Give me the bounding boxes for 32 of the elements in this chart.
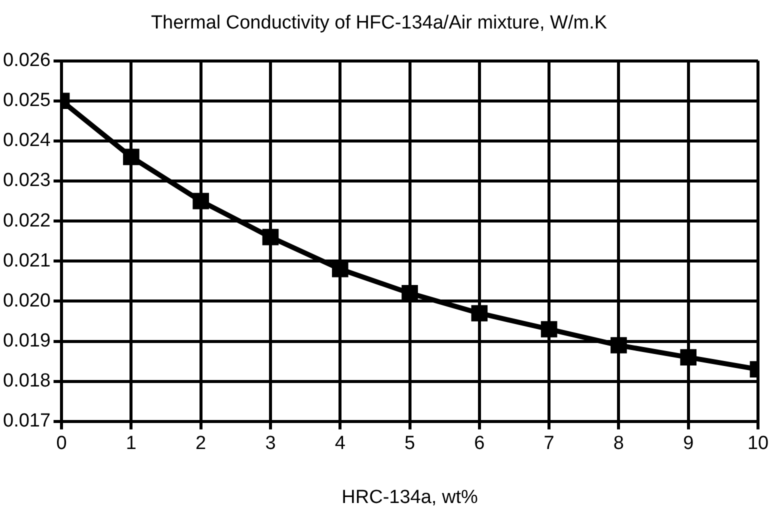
- chart-title: Thermal Conductivity of HFC-134a/Air mixture, W/m.K: [150, 12, 608, 34]
- y-tick-label: 0.019: [3, 330, 51, 352]
- point: [471, 305, 488, 322]
- y-tick-label: 0.026: [3, 50, 51, 72]
- x-tick-label: 9: [683, 433, 694, 454]
- x-tick-label: 6: [474, 433, 485, 454]
- point: [402, 285, 418, 302]
- x-tick-label: 7: [544, 433, 554, 454]
- x-tick-label: 0: [56, 433, 67, 454]
- y-tick-label: 0.018: [3, 370, 51, 392]
- y-tick-label: 0.025: [3, 90, 51, 112]
- y-tick-label: 0.023: [3, 170, 51, 192]
- point: [192, 192, 209, 210]
- x-axis-title: HRC-134a, wt%: [342, 486, 478, 508]
- x-tick-label: 1: [126, 433, 136, 454]
- point: [123, 148, 140, 166]
- y-tick-label: 0.024: [3, 130, 51, 152]
- x-tick-label: 4: [334, 433, 346, 454]
- y-tick-label: 0.017: [3, 410, 51, 432]
- point: [540, 321, 558, 338]
- x-tick-label: 2: [196, 433, 206, 454]
- y-tick-label: 0.020: [3, 290, 51, 312]
- x-tick-label: 10: [747, 433, 769, 454]
- y-tick-label: 0.021: [3, 250, 51, 272]
- point: [332, 260, 348, 278]
- point: [680, 349, 697, 366]
- x-tick-label: 5: [404, 433, 416, 454]
- x-tick-label: 3: [265, 433, 276, 454]
- y-tick-label: 0.022: [3, 210, 51, 232]
- x-tick-label: 8: [613, 433, 624, 454]
- point: [610, 337, 627, 354]
- point: [262, 228, 279, 246]
